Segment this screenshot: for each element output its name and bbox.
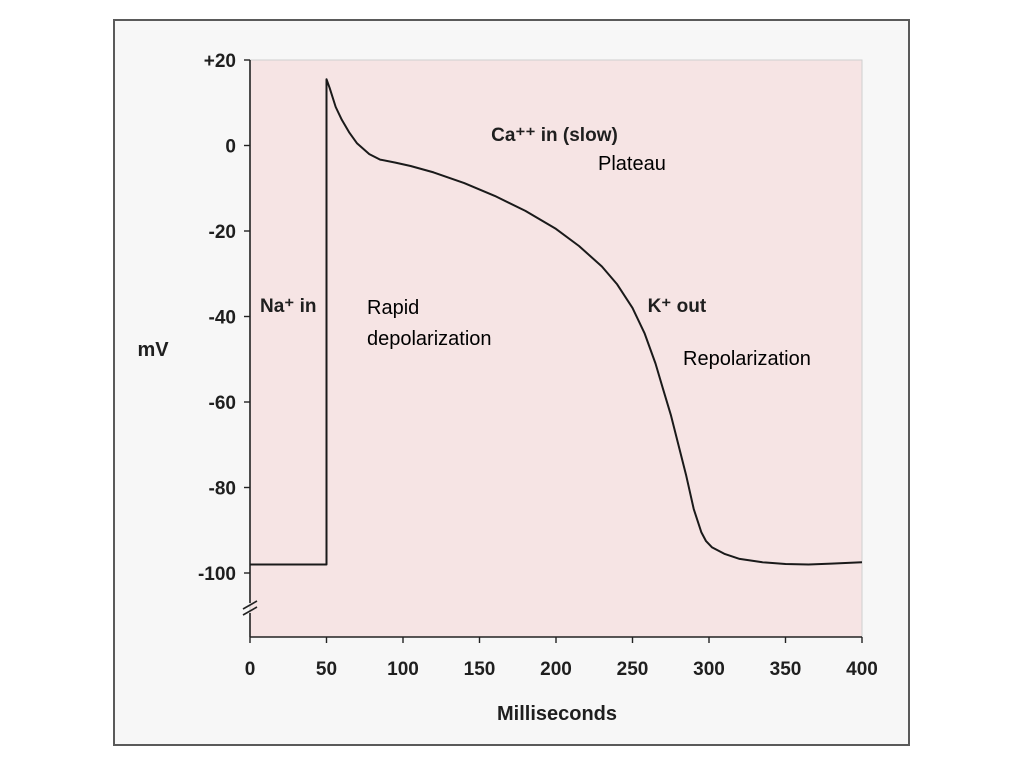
y-axis-title: mV xyxy=(137,339,169,361)
y-tick-label: -80 xyxy=(209,479,236,500)
ticks: 0 50 100 150 200 250 300 350 400 +20 0 -20 -40 -60 -80… xyxy=(198,51,878,680)
plot-area xyxy=(249,59,863,638)
phase-label-depolarization: depolarization xyxy=(367,328,492,350)
x-tick-label: 200 xyxy=(540,659,572,680)
y-tick-label: -60 xyxy=(209,393,236,414)
y-tick-label: 0 xyxy=(225,137,236,158)
y-tick-label: -40 xyxy=(209,308,236,329)
annotation-label: K⁺ out xyxy=(648,296,707,317)
series-line-membrane-potential xyxy=(250,78,863,566)
x-tick-label: 350 xyxy=(770,659,802,680)
ion-annotations: Na⁺ in Ca⁺⁺ in (slow) K⁺ out xyxy=(260,125,707,317)
y-tick-label: +20 xyxy=(204,51,236,72)
x-axis-title: Milliseconds xyxy=(497,703,617,725)
annotation-label: Ca⁺⁺ in (slow) xyxy=(491,125,618,146)
x-tick-label: 250 xyxy=(617,659,649,680)
x-tick-label: 300 xyxy=(693,659,725,680)
x-tick-label: 50 xyxy=(316,659,337,680)
x-tick-label: 0 xyxy=(245,659,256,680)
axis-break-mark xyxy=(242,600,258,616)
axis-break-stroke xyxy=(242,606,258,616)
phase-label-repolarization: Repolarization xyxy=(683,348,811,370)
x-tick-label: 100 xyxy=(387,659,419,680)
phase-label-plateau: Plateau xyxy=(598,153,666,175)
axis-break-stroke xyxy=(242,600,258,610)
y-tick-label: -20 xyxy=(209,222,236,243)
x-tick-label: 400 xyxy=(846,659,878,680)
annotation-label: Na⁺ in xyxy=(260,296,316,317)
phase-label-rapid: Rapid xyxy=(367,297,419,319)
y-tick-label: -100 xyxy=(198,564,236,585)
x-tick-label: 150 xyxy=(464,659,496,680)
